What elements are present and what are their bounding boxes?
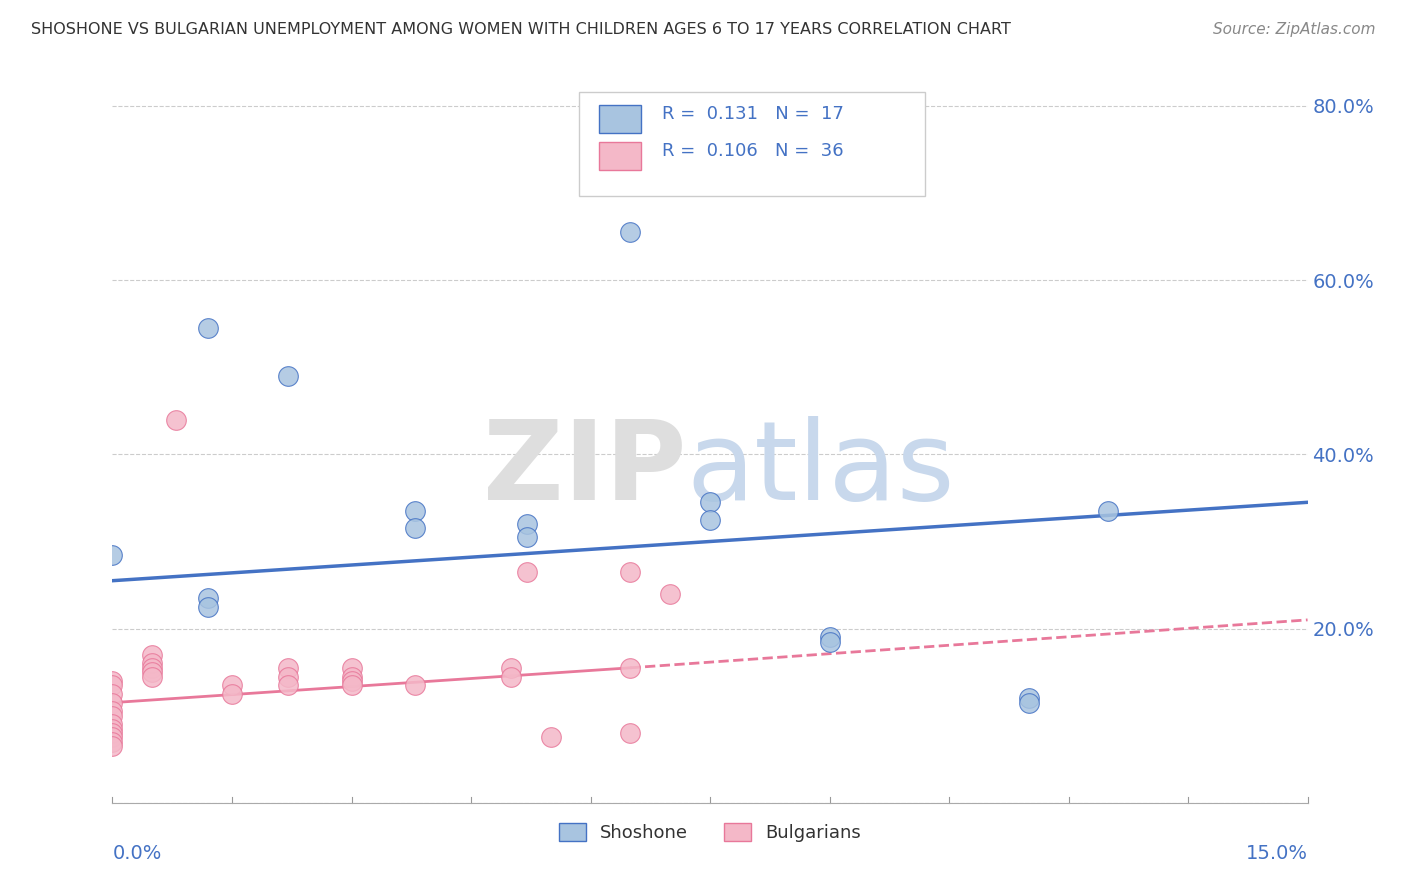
Point bbox=[101, 548, 124, 562]
Point bbox=[404, 521, 426, 535]
Point bbox=[516, 530, 538, 544]
Point bbox=[340, 673, 363, 688]
Point bbox=[499, 661, 522, 675]
Text: R =  0.106   N =  36: R = 0.106 N = 36 bbox=[662, 143, 844, 161]
Text: Source: ZipAtlas.com: Source: ZipAtlas.com bbox=[1212, 22, 1375, 37]
Text: 15.0%: 15.0% bbox=[1246, 844, 1308, 863]
Point bbox=[165, 412, 187, 426]
Point bbox=[340, 669, 363, 683]
Point bbox=[101, 735, 124, 749]
Point bbox=[1018, 691, 1040, 706]
Legend: Shoshone, Bulgarians: Shoshone, Bulgarians bbox=[551, 815, 869, 849]
Point bbox=[141, 661, 163, 675]
Point bbox=[277, 678, 299, 692]
Point bbox=[499, 669, 522, 683]
Point bbox=[101, 696, 124, 710]
Point bbox=[516, 565, 538, 579]
Point bbox=[101, 673, 124, 688]
Point bbox=[277, 369, 299, 384]
Text: SHOSHONE VS BULGARIAN UNEMPLOYMENT AMONG WOMEN WITH CHILDREN AGES 6 TO 17 YEARS : SHOSHONE VS BULGARIAN UNEMPLOYMENT AMONG… bbox=[31, 22, 1011, 37]
Text: atlas: atlas bbox=[686, 417, 955, 523]
Point bbox=[516, 517, 538, 532]
Point bbox=[404, 678, 426, 692]
Point bbox=[221, 687, 243, 701]
Point bbox=[818, 630, 841, 644]
Point bbox=[540, 731, 562, 745]
Point bbox=[101, 726, 124, 740]
Point bbox=[277, 669, 299, 683]
Point bbox=[619, 661, 641, 675]
Text: ZIP: ZIP bbox=[482, 417, 686, 523]
Point bbox=[101, 687, 124, 701]
Text: 0.0%: 0.0% bbox=[112, 844, 162, 863]
Point bbox=[101, 722, 124, 736]
Point bbox=[101, 731, 124, 745]
Point bbox=[141, 648, 163, 662]
Point bbox=[1018, 696, 1040, 710]
Point bbox=[340, 678, 363, 692]
Point bbox=[699, 513, 721, 527]
FancyBboxPatch shape bbox=[599, 104, 641, 133]
Point bbox=[619, 565, 641, 579]
FancyBboxPatch shape bbox=[579, 92, 925, 195]
Point bbox=[197, 321, 219, 335]
Point bbox=[619, 726, 641, 740]
Point bbox=[101, 708, 124, 723]
Point bbox=[101, 739, 124, 754]
Point bbox=[101, 704, 124, 718]
Point bbox=[277, 661, 299, 675]
Point bbox=[101, 717, 124, 731]
Point bbox=[141, 669, 163, 683]
Point bbox=[659, 587, 682, 601]
Point bbox=[619, 225, 641, 239]
Point bbox=[141, 657, 163, 671]
Point bbox=[101, 678, 124, 692]
Point bbox=[221, 678, 243, 692]
Text: R =  0.131   N =  17: R = 0.131 N = 17 bbox=[662, 104, 844, 122]
Point bbox=[818, 634, 841, 648]
Point bbox=[699, 495, 721, 509]
Point bbox=[340, 661, 363, 675]
FancyBboxPatch shape bbox=[599, 142, 641, 169]
Point bbox=[141, 665, 163, 680]
Point bbox=[197, 599, 219, 614]
Point bbox=[197, 591, 219, 606]
Point bbox=[1097, 504, 1119, 518]
Point bbox=[404, 504, 426, 518]
